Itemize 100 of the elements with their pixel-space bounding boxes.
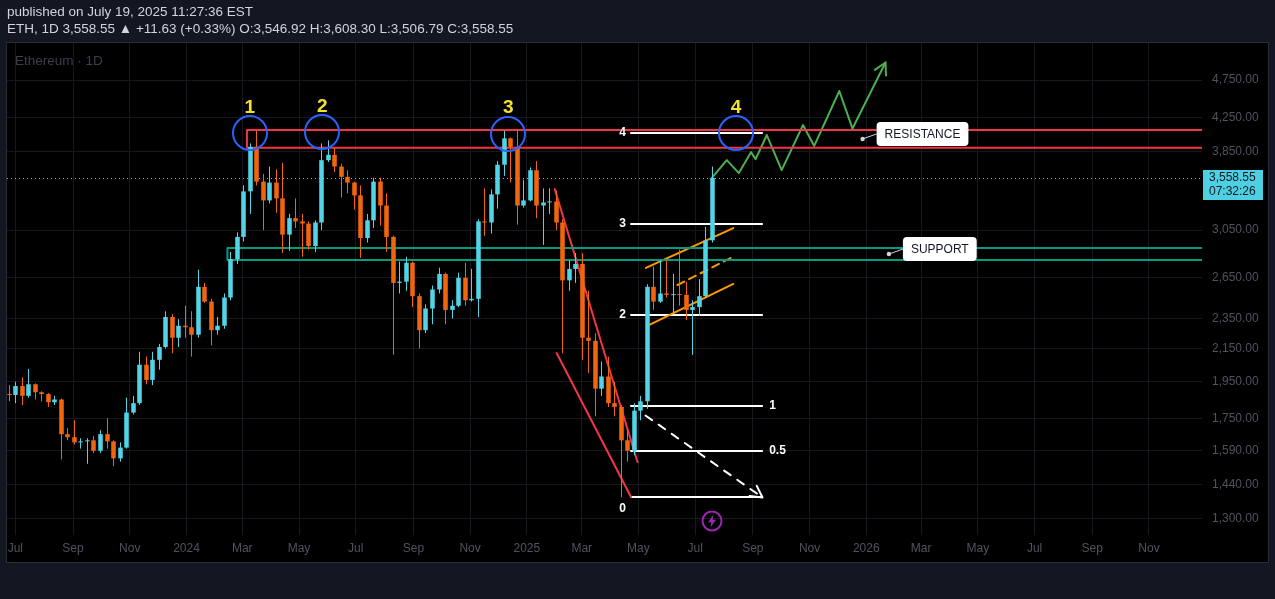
x-tick-label: Nov <box>459 540 481 555</box>
candlestick <box>365 213 370 244</box>
text: Ethereum · 1D <box>15 52 104 68</box>
candlestick <box>677 249 682 307</box>
candlestick <box>625 429 630 463</box>
candlestick <box>300 213 305 258</box>
x-tick-label: Mar <box>571 540 593 555</box>
x-tick-label: May <box>966 540 990 555</box>
x-tick-label: Nov <box>1138 540 1160 555</box>
y-tick-label: 1,440.00 <box>1212 476 1260 491</box>
candlestick <box>482 187 487 237</box>
candlestick <box>98 429 103 454</box>
candlestick <box>131 395 136 415</box>
candlestick <box>423 303 428 334</box>
text: 07:32:26 <box>1209 184 1257 199</box>
x-tick-label: Jul <box>687 540 703 555</box>
candlestick <box>202 282 207 304</box>
candlestick <box>189 310 194 358</box>
candlestick <box>450 299 455 319</box>
candlestick <box>508 136 513 184</box>
candlestick <box>13 381 18 404</box>
candlestick <box>638 395 643 421</box>
y-tick-label: 4,250.00 <box>1212 110 1260 125</box>
chart-subtitle: ETH, 1D 3,558.55 ▲ +11.63 (+0.33%) O:3,546.92 H:3,608.30 L:3,506.79 C:3,558.55 <box>7 21 514 37</box>
x-tick-label: Mar <box>231 540 253 555</box>
annotation: 1 <box>244 95 256 117</box>
candlestick <box>599 360 604 397</box>
annotation: RESISTANCE <box>884 126 961 141</box>
candlestick <box>170 313 175 354</box>
candlestick <box>105 417 110 450</box>
annotation: 3 <box>502 96 514 118</box>
y-tick-label: 1,590.00 <box>1212 443 1260 458</box>
candlestick <box>150 351 155 386</box>
candlestick <box>612 381 617 417</box>
candlestick <box>541 187 546 246</box>
annotation: 2 <box>316 94 328 116</box>
candlestick <box>378 177 383 227</box>
x-tick-label: 2026 <box>852 540 880 555</box>
candlestick <box>287 213 292 252</box>
candlestick <box>697 278 702 317</box>
text: published on July 19, 2025 11:27:36 EST <box>7 4 253 20</box>
y-tick-label: 3,050.00 <box>1212 222 1260 237</box>
candlestick <box>157 343 162 371</box>
annotation: 4 <box>730 95 742 117</box>
candlestick <box>144 356 149 385</box>
y-tick-label: 4,750.00 <box>1212 72 1260 87</box>
candlestick <box>313 219 318 253</box>
y-tick-label: 2,350.00 <box>1212 310 1260 325</box>
y-tick-label: 3,850.00 <box>1212 143 1260 158</box>
candlestick <box>690 299 695 356</box>
x-tick-label: Sep <box>1081 540 1104 555</box>
series-label: 0.5 <box>769 443 787 458</box>
x-tick-label: Jul <box>7 540 24 555</box>
x-tick-label: Sep <box>62 540 85 555</box>
candlestick <box>293 197 298 229</box>
candlestick <box>332 147 337 173</box>
candlestick <box>339 163 344 198</box>
candlestick <box>7 384 12 402</box>
candlestick <box>85 437 90 465</box>
candlestick <box>573 252 578 284</box>
series-label: 0 <box>619 501 627 516</box>
x-tick-label: Mar <box>910 540 932 555</box>
candlestick <box>430 285 435 325</box>
candlestick <box>671 273 676 315</box>
candlestick <box>547 187 552 215</box>
candlestick <box>664 259 669 299</box>
candlestick <box>404 256 409 292</box>
candlestick <box>111 439 116 467</box>
candlestick <box>554 189 559 231</box>
candlestick <box>658 259 663 304</box>
candlestick <box>326 139 331 163</box>
ref-line-label: 3,558.55 <box>1209 170 1257 185</box>
candlestick <box>345 169 350 194</box>
candlestick <box>78 437 83 450</box>
x-tick-label: 2025 <box>513 540 541 555</box>
candlestick <box>118 441 123 463</box>
x-tick-label: Sep <box>402 540 425 555</box>
annotation: SUPPORT <box>910 241 970 256</box>
series-label: 2 <box>619 307 627 322</box>
x-tick-label: May <box>627 540 650 555</box>
candlestick <box>72 419 77 445</box>
y-tick-label: 1,300.00 <box>1212 511 1260 526</box>
y-tick-label: 1,950.00 <box>1212 373 1260 388</box>
candlestick <box>437 267 442 294</box>
x-tick-label: Jul <box>1026 540 1043 555</box>
x-tick-label: May <box>287 540 311 555</box>
series-label: 1 <box>769 398 777 413</box>
candlestick <box>352 181 357 211</box>
x-tick-label: Nov <box>119 540 141 555</box>
candlestick <box>26 368 31 399</box>
candlestick <box>306 220 311 251</box>
y-tick-label: 1,750.00 <box>1212 410 1260 425</box>
candlestick <box>176 318 181 348</box>
y-tick-label: 2,150.00 <box>1212 340 1260 355</box>
candlestick <box>274 168 279 214</box>
candlestick <box>235 231 240 265</box>
series-label: 3 <box>619 216 627 231</box>
y-tick-label: 2,650.00 <box>1212 270 1260 285</box>
candlestick <box>261 173 266 231</box>
candlestick <box>567 259 572 292</box>
